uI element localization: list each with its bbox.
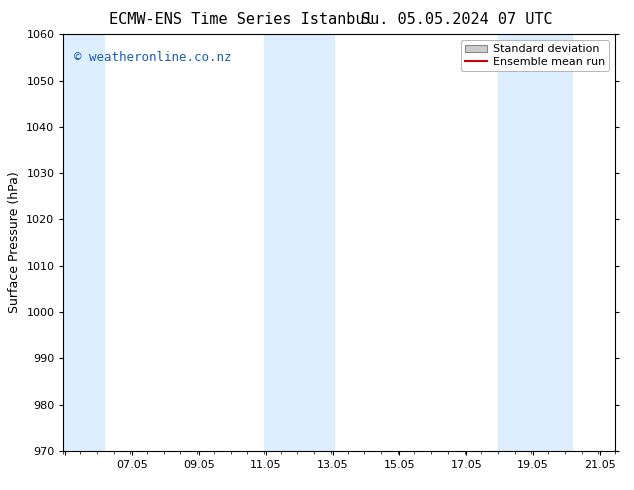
- Text: © weatheronline.co.nz: © weatheronline.co.nz: [74, 51, 232, 64]
- Bar: [264, 34, 334, 451]
- Text: ECMW-ENS Time Series Istanbul: ECMW-ENS Time Series Istanbul: [108, 12, 373, 27]
- Text: Su. 05.05.2024 07 UTC: Su. 05.05.2024 07 UTC: [361, 12, 552, 27]
- Bar: [498, 34, 571, 451]
- Y-axis label: Surface Pressure (hPa): Surface Pressure (hPa): [8, 172, 21, 314]
- Legend: Standard deviation, Ensemble mean run: Standard deviation, Ensemble mean run: [460, 40, 609, 71]
- Bar: [63, 34, 103, 451]
